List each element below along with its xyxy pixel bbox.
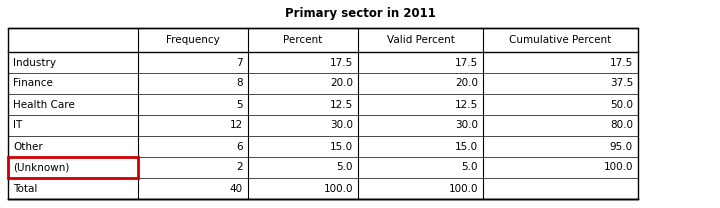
Text: 80.0: 80.0: [610, 120, 633, 130]
Text: Percent: Percent: [284, 35, 323, 45]
Text: 37.5: 37.5: [610, 78, 633, 88]
Text: 100.0: 100.0: [449, 183, 478, 193]
Text: 17.5: 17.5: [455, 57, 478, 68]
Text: Total: Total: [13, 183, 37, 193]
Text: IT: IT: [13, 120, 22, 130]
Text: 12: 12: [230, 120, 243, 130]
Text: Industry: Industry: [13, 57, 56, 68]
Text: Frequency: Frequency: [166, 35, 220, 45]
Text: Finance: Finance: [13, 78, 53, 88]
Text: 20.0: 20.0: [455, 78, 478, 88]
Text: 8: 8: [236, 78, 243, 88]
Text: Other: Other: [13, 141, 42, 151]
Text: 17.5: 17.5: [330, 57, 353, 68]
Text: Primary sector in 2011: Primary sector in 2011: [284, 6, 436, 20]
Text: 50.0: 50.0: [610, 99, 633, 109]
Text: 12.5: 12.5: [455, 99, 478, 109]
Text: 30.0: 30.0: [455, 120, 478, 130]
Text: 40: 40: [230, 183, 243, 193]
Text: Valid Percent: Valid Percent: [387, 35, 454, 45]
Text: 17.5: 17.5: [610, 57, 633, 68]
Text: 20.0: 20.0: [330, 78, 353, 88]
Text: 100.0: 100.0: [323, 183, 353, 193]
Text: 5.0: 5.0: [462, 162, 478, 172]
Text: 5: 5: [236, 99, 243, 109]
Text: Cumulative Percent: Cumulative Percent: [509, 35, 611, 45]
Text: 30.0: 30.0: [330, 120, 353, 130]
Text: 95.0: 95.0: [610, 141, 633, 151]
Text: 15.0: 15.0: [455, 141, 478, 151]
Text: 12.5: 12.5: [330, 99, 353, 109]
Text: 6: 6: [236, 141, 243, 151]
Text: Health Care: Health Care: [13, 99, 75, 109]
Text: 7: 7: [236, 57, 243, 68]
Text: (Unknown): (Unknown): [13, 162, 69, 172]
Text: 5.0: 5.0: [336, 162, 353, 172]
Text: 15.0: 15.0: [330, 141, 353, 151]
Text: 100.0: 100.0: [603, 162, 633, 172]
Text: 2: 2: [236, 162, 243, 172]
